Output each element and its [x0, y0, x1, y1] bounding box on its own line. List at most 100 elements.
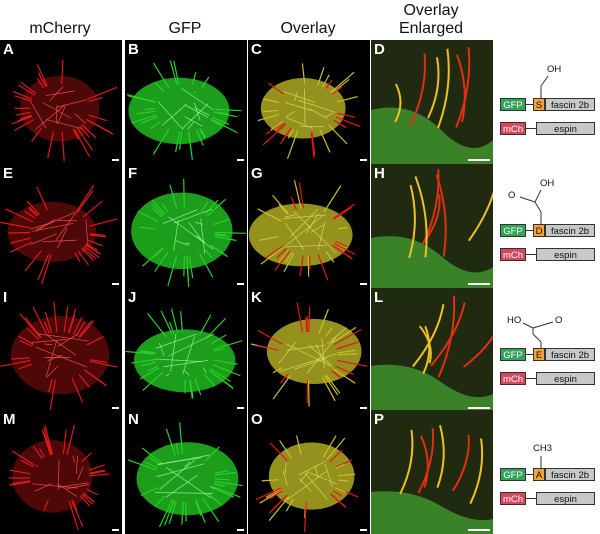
- linker: [526, 498, 536, 499]
- residue-box: A: [533, 468, 545, 481]
- mcherry-box: mCh: [500, 492, 526, 505]
- residue-box: D: [533, 224, 545, 237]
- panel-mcherry-3: I: [0, 288, 122, 412]
- gfp-box: GFP: [500, 224, 526, 237]
- panel-gfp-2: F: [125, 164, 247, 288]
- scale-bar: [112, 529, 119, 531]
- mcherry-box: mCh: [500, 248, 526, 261]
- panel-overlay-2: G: [248, 164, 370, 288]
- scale-bar: [468, 283, 490, 285]
- fascin-box: fascin 2b: [545, 468, 595, 481]
- micrograph-image: [0, 288, 122, 412]
- scale-bar: [468, 529, 490, 531]
- mcherry-box: mCh: [500, 372, 526, 385]
- panel-letter: N: [128, 411, 139, 428]
- linker: [526, 474, 533, 475]
- linker: [526, 104, 533, 105]
- espin-box: espin: [536, 492, 595, 505]
- espin-box: espin: [536, 372, 595, 385]
- mcherry-box: mCh: [500, 122, 526, 135]
- panel-overlay-4: O: [248, 410, 370, 534]
- panel-letter: B: [128, 41, 139, 58]
- panel-letter: M: [3, 411, 16, 428]
- espin-box: espin: [536, 248, 595, 261]
- gfp-box: GFP: [500, 468, 526, 481]
- panel-letter: L: [374, 289, 383, 306]
- micrograph-image: [125, 410, 247, 534]
- column-header-overlay: Overlay: [248, 20, 368, 38]
- panel-gfp-3: J: [125, 288, 247, 412]
- panel-overlay-1: C: [248, 40, 370, 164]
- linker: [526, 254, 536, 255]
- panel-letter: C: [251, 41, 262, 58]
- fascin-box: fascin 2b: [545, 98, 595, 111]
- micrograph-image: [0, 164, 122, 288]
- scale-bar: [360, 283, 367, 285]
- construct-diagram-a: CH3 GFP A fascin 2b mCh espin: [495, 410, 600, 534]
- micrograph-image: [125, 164, 247, 288]
- scale-bar: [112, 407, 119, 409]
- construct-diagram-s: OH GFP S fascin 2b mCh espin: [495, 40, 600, 164]
- residue-box: S: [533, 98, 545, 111]
- construct-diagram-e: HO O GFP E fascin 2b mCh espin: [495, 290, 600, 414]
- gfp-box: GFP: [500, 98, 526, 111]
- scale-bar: [112, 283, 119, 285]
- panel-mcherry-2: E: [0, 164, 122, 288]
- panel-mcherry-4: M: [0, 410, 122, 534]
- scale-bar: [237, 407, 244, 409]
- micrograph-image: [248, 410, 370, 534]
- linker: [526, 230, 533, 231]
- column-header-gfp: GFP: [125, 20, 245, 38]
- scale-bar: [360, 159, 367, 161]
- micrograph-image: [248, 40, 370, 164]
- panel-letter: J: [128, 289, 136, 306]
- linker: [526, 128, 536, 129]
- scale-bar: [237, 159, 244, 161]
- fascin-box: fascin 2b: [545, 224, 595, 237]
- panel-enlarged-1: D: [371, 40, 493, 164]
- panel-gfp-1: B: [125, 40, 247, 164]
- panel-letter: P: [374, 411, 384, 428]
- panel-overlay-3: K: [248, 288, 370, 412]
- panel-mcherry-1: A: [0, 40, 122, 164]
- scale-bar: [237, 529, 244, 531]
- micrograph-image: [125, 40, 247, 164]
- panel-letter: F: [128, 165, 137, 182]
- panel-letter: G: [251, 165, 263, 182]
- micrograph-image: [371, 164, 493, 288]
- panel-enlarged-3: L: [371, 288, 493, 412]
- espin-box: espin: [536, 122, 595, 135]
- panel-enlarged-2: H: [371, 164, 493, 288]
- column-header-enlarged-2: Enlarged: [371, 20, 491, 38]
- scale-bar: [237, 283, 244, 285]
- micrograph-image: [248, 164, 370, 288]
- panel-enlarged-4: P: [371, 410, 493, 534]
- panel-letter: K: [251, 289, 262, 306]
- fascin-box: fascin 2b: [545, 348, 595, 361]
- scale-bar: [468, 407, 490, 409]
- micrograph-image: [371, 410, 493, 534]
- panel-letter: O: [251, 411, 263, 428]
- construct-diagram-d: O OH GFP D fascin 2b mCh espin: [495, 166, 600, 290]
- column-header-mcherry: mCherry: [0, 20, 120, 38]
- panel-gfp-4: N: [125, 410, 247, 534]
- gfp-box: GFP: [500, 348, 526, 361]
- scale-bar: [112, 159, 119, 161]
- micrograph-image: [248, 288, 370, 412]
- linker: [526, 378, 536, 379]
- scale-bar: [468, 159, 490, 161]
- micrograph-image: [371, 40, 493, 164]
- residue-box: E: [533, 348, 545, 361]
- column-header-enlarged-1: Overlay: [371, 2, 491, 20]
- panel-letter: E: [3, 165, 13, 182]
- scale-bar: [360, 529, 367, 531]
- panel-letter: D: [374, 41, 385, 58]
- micrograph-image: [0, 40, 122, 164]
- panel-letter: H: [374, 165, 385, 182]
- panel-letter: I: [3, 289, 7, 306]
- micrograph-image: [0, 410, 122, 534]
- micrograph-image: [125, 288, 247, 412]
- panel-letter: A: [3, 41, 14, 58]
- linker: [526, 354, 533, 355]
- micrograph-image: [371, 288, 493, 412]
